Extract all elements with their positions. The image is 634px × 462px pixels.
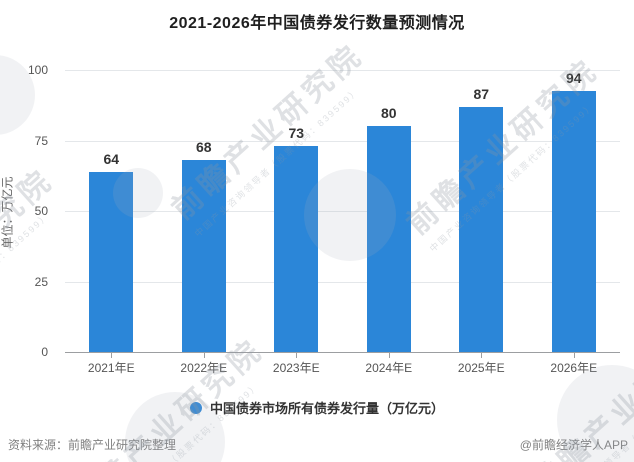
y-axis-tick-label: 50	[34, 204, 48, 218]
x-axis-tick	[573, 353, 575, 358]
x-axis-label: 2024年E	[365, 361, 413, 375]
bar-column: 80	[343, 70, 436, 358]
bar	[551, 91, 596, 352]
bar-value-label: 80	[380, 105, 397, 122]
x-axis-tick	[388, 353, 390, 358]
legend-circle-icon	[189, 401, 202, 414]
bar	[366, 126, 411, 352]
x-axis-label: 2026年E	[550, 361, 598, 375]
bar	[181, 160, 226, 352]
x-axis-label: 2023年E	[272, 361, 320, 375]
credit-note: @前瞻经济学人APP	[519, 438, 628, 452]
y-axis-labels: 0 25 50 75 100	[0, 63, 56, 359]
gridline	[65, 281, 620, 283]
gridline	[65, 70, 620, 71]
bar-column: 73	[250, 70, 343, 358]
y-axis-tick-label: 0	[41, 345, 48, 359]
bar-column: 87	[435, 70, 528, 358]
chart-title: 2021-2026年中国债券发行数量预测情况	[169, 15, 465, 32]
y-axis-tick-label: 75	[34, 133, 48, 148]
x-axis-labels: 2021年E 2022年E 2023年E 2024年E 2025年E 2026年E	[65, 359, 620, 376]
y-axis-tick-label: 25	[34, 274, 48, 289]
bar-value-label: 68	[195, 139, 212, 156]
bar	[89, 171, 134, 352]
x-axis-tick	[111, 353, 113, 358]
x-axis-label: 2021年E	[87, 361, 135, 375]
source-note: 资料来源：前瞻产业研究院整理	[8, 438, 177, 452]
bars-row: 64 68 73 80 87 94	[65, 70, 621, 358]
bar	[274, 146, 319, 352]
legend: 中国债券市场所有债券发行量（万亿元）	[0, 398, 634, 417]
x-axis-tick	[296, 353, 298, 358]
y-axis-tick-label: 100	[27, 63, 48, 77]
x-axis-label: 2022年E	[180, 361, 228, 375]
x-axis-label: 2025年E	[457, 361, 505, 375]
bar-value-label: 94	[565, 70, 582, 86]
bar-column: 94	[528, 70, 621, 358]
bar-value-label: 73	[288, 125, 305, 142]
x-axis-tick	[203, 353, 205, 358]
gridline	[65, 140, 620, 142]
bar-column: 64	[65, 70, 158, 358]
legend-label: 中国债券市场所有债券发行量（万亿元）	[209, 401, 444, 416]
bar-column: 68	[158, 70, 251, 358]
bar	[459, 106, 504, 352]
plot-area: 64 68 73 80 87 94	[65, 70, 621, 358]
gridline	[65, 211, 620, 212]
bar-value-label: 64	[103, 150, 120, 167]
x-axis-tick	[481, 353, 483, 358]
bar-value-label: 87	[473, 85, 490, 102]
